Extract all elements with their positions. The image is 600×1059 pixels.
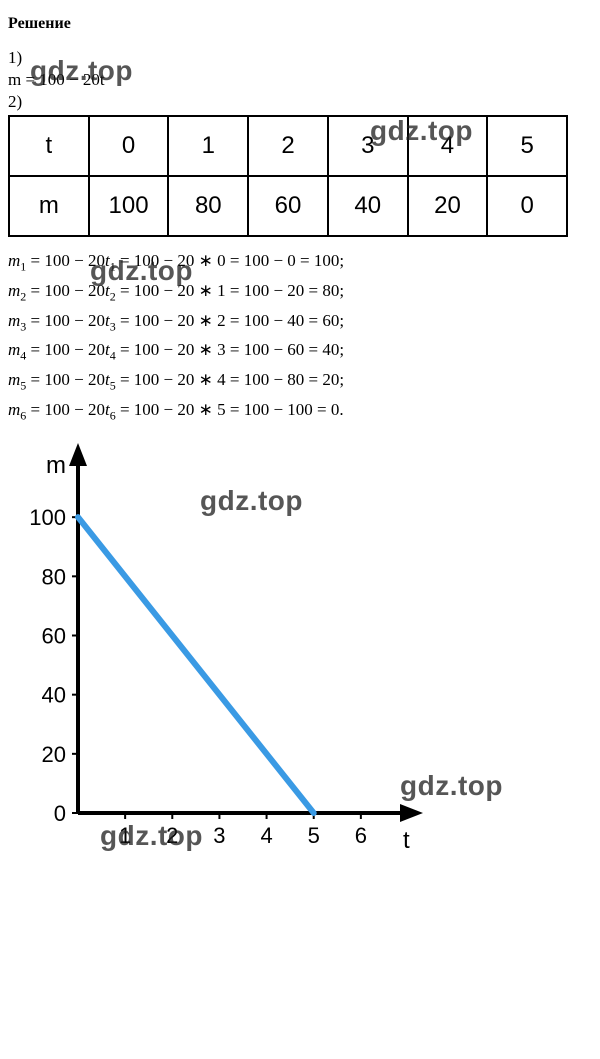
equation-line: m6 = 100 − 20t6 = 100 − 20 ∗ 5 = 100 − 1… [8,396,592,426]
equation-line: m5 = 100 − 20t5 = 100 − 20 ∗ 4 = 100 − 8… [8,366,592,396]
svg-text:80: 80 [42,564,66,589]
table-cell: 5 [487,116,567,176]
table-cell: 40 [328,176,408,236]
table-cell: 80 [168,176,248,236]
table-cell: m [9,176,89,236]
table-cell: 4 [408,116,488,176]
svg-text:t: t [403,827,410,854]
svg-text:4: 4 [260,823,272,848]
table-cell: 3 [328,116,408,176]
line-chart: 0 20 40 60 80 100 1 2 3 4 5 6 m t [8,438,428,868]
svg-text:100: 100 [29,505,66,530]
svg-text:1: 1 [119,823,131,848]
table-cell: 0 [89,116,169,176]
svg-text:3: 3 [213,823,225,848]
equation-line: m4 = 100 − 20t4 = 100 − 20 ∗ 3 = 100 − 6… [8,336,592,366]
svg-text:20: 20 [42,742,66,767]
svg-text:6: 6 [355,823,367,848]
table-cell: t [9,116,89,176]
equation-line: m2 = 100 − 20t2 = 100 − 20 ∗ 1 = 100 − 2… [8,277,592,307]
svg-text:m: m [46,452,66,479]
equations-block: m1 = 100 − 20t1 = 100 − 20 ∗ 0 = 100 − 0… [8,247,592,426]
table-cell: 60 [248,176,328,236]
table-cell: 1 [168,116,248,176]
svg-text:2: 2 [166,823,178,848]
table-cell: 2 [248,116,328,176]
equation-line: m1 = 100 − 20t1 = 100 − 20 ∗ 0 = 100 − 0… [8,247,592,277]
formula-line: m = 100 − 20t [8,70,592,90]
svg-text:40: 40 [42,682,66,707]
svg-text:0: 0 [54,801,66,826]
step-1-label: 1) [8,48,592,68]
values-table: t 0 1 2 3 4 5 m 100 80 60 40 20 0 [8,115,568,237]
equation-line: m3 = 100 − 20t3 = 100 − 20 ∗ 2 = 100 − 4… [8,307,592,337]
table-row: t 0 1 2 3 4 5 [9,116,567,176]
svg-text:60: 60 [42,623,66,648]
page-title: Решение [8,15,592,33]
table-cell: 100 [89,176,169,236]
step-2-label: 2) [8,92,592,112]
svg-text:5: 5 [308,823,320,848]
table-cell: 0 [487,176,567,236]
table-cell: 20 [408,176,488,236]
table-row: m 100 80 60 40 20 0 [9,176,567,236]
